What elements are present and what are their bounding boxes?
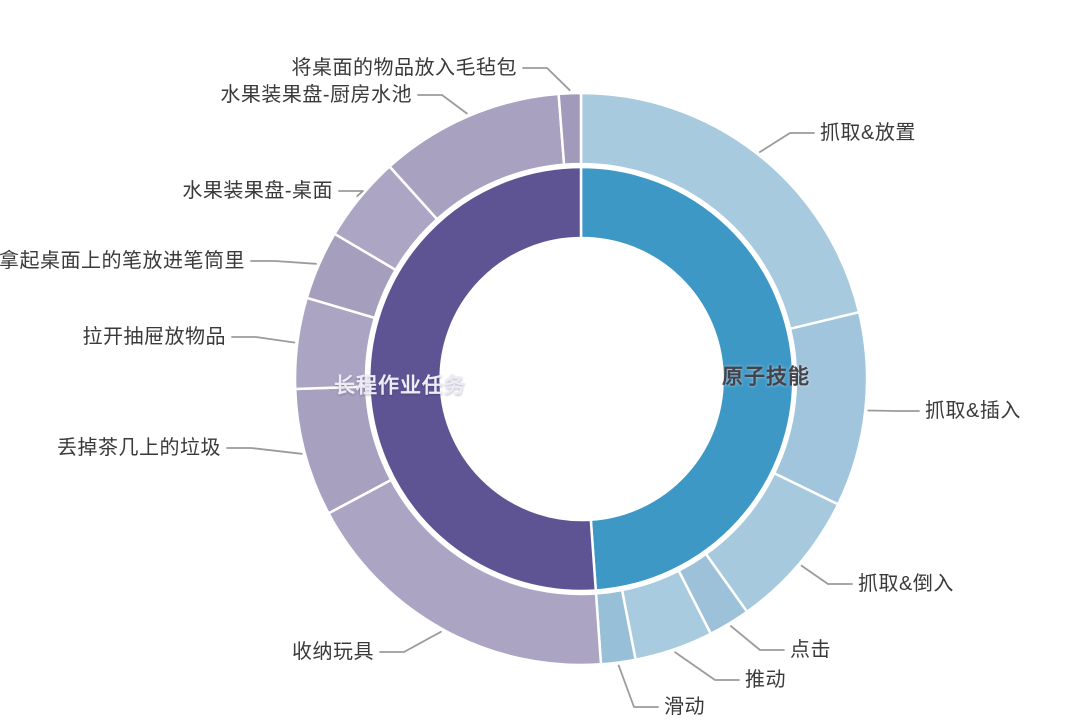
leader-line-1 bbox=[867, 409, 920, 412]
inner-ring-segment-1 bbox=[368, 165, 598, 593]
leader-line-8 bbox=[231, 336, 296, 344]
leader-line-2 bbox=[800, 564, 853, 585]
leader-line-5 bbox=[617, 664, 659, 708]
leader-line-11 bbox=[417, 94, 468, 115]
leader-line-6 bbox=[379, 630, 442, 653]
leader-line-12 bbox=[522, 67, 571, 92]
leader-line-3 bbox=[730, 625, 785, 651]
inner-ring-segment-0 bbox=[579, 165, 795, 592]
leader-line-4 bbox=[674, 651, 740, 681]
leader-line-9 bbox=[250, 260, 317, 265]
outer-ring-segment-12 bbox=[557, 91, 583, 166]
leader-line-7 bbox=[226, 447, 303, 455]
leader-line-0 bbox=[759, 132, 815, 153]
leader-line-10 bbox=[338, 190, 364, 197]
